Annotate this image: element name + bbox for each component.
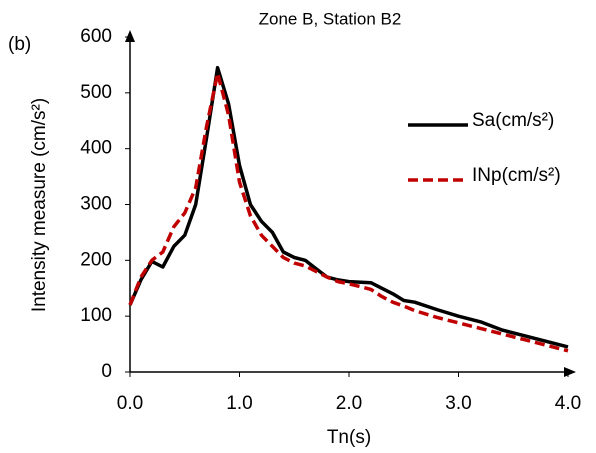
y-axis-arrow [125, 30, 135, 42]
y-tick-label: 600 [80, 26, 112, 47]
x-axis-label: Tn(s) [327, 427, 371, 448]
x-tick-label: 4.0 [555, 393, 581, 414]
x-tick-label: 0.0 [117, 393, 143, 414]
legend-label: INp(cm/s²) [472, 165, 561, 186]
y-tick-label: 400 [80, 138, 112, 159]
x-tick-label: 1.0 [226, 393, 252, 414]
y-tick-label: 100 [80, 305, 112, 326]
x-tick-label: 2.0 [336, 393, 362, 414]
y-tick-label: 200 [80, 249, 112, 270]
y-tick-label: 0 [101, 361, 112, 382]
y-tick-label: 300 [80, 194, 112, 215]
legend-label: Sa(cm/s²) [472, 110, 554, 131]
y-axis-label: Intensity measure (cm/s²) [29, 98, 50, 312]
y-tick-label: 500 [80, 82, 112, 103]
x-axis-arrow [564, 367, 576, 377]
x-tick-label: 3.0 [445, 393, 471, 414]
series-line [128, 71, 569, 353]
series-line [128, 65, 569, 349]
panel-label: (b) [8, 34, 31, 55]
chart-title: Zone B, Station B2 [259, 9, 402, 28]
